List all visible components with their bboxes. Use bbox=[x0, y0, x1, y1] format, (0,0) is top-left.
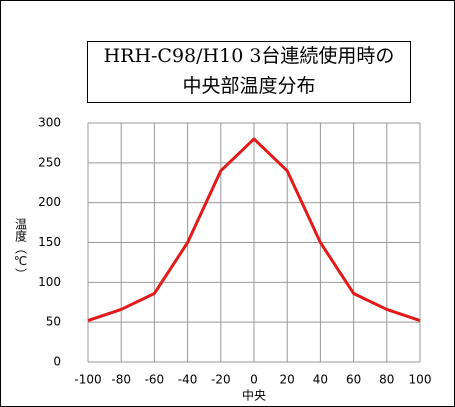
x-tick-label: -80 bbox=[111, 373, 131, 387]
x-tick-label: -20 bbox=[211, 373, 231, 387]
x-tick-label: 40 bbox=[313, 373, 328, 387]
x-tick-label: 20 bbox=[280, 373, 295, 387]
x-tick-label: -60 bbox=[145, 373, 165, 387]
x-axis-label: 中央 bbox=[242, 388, 266, 403]
chart-title: 中央部温度分布 bbox=[182, 75, 315, 97]
title-box bbox=[87, 41, 411, 103]
data-line bbox=[87, 137, 421, 322]
x-tick-label: -40 bbox=[178, 373, 198, 387]
x-tick-label: 100 bbox=[409, 373, 432, 387]
y-tick-label: 100 bbox=[38, 275, 61, 289]
y-tick-label: 200 bbox=[38, 195, 61, 209]
y-tick-label: 50 bbox=[46, 315, 61, 329]
chart-title: HRH-C98/H10 3台連続使用時の bbox=[104, 45, 395, 67]
x-tick-label: 0 bbox=[250, 373, 258, 387]
y-tick-label: 0 bbox=[53, 355, 61, 369]
x-tick-label: 60 bbox=[346, 373, 361, 387]
x-tick-label: -100 bbox=[74, 373, 101, 387]
y-axis-label: 温度（℃） bbox=[14, 218, 28, 280]
y-tick-label: 300 bbox=[38, 116, 61, 130]
y-tick-label: 250 bbox=[38, 155, 61, 169]
x-tick-label: 80 bbox=[379, 373, 394, 387]
y-tick-label: 150 bbox=[38, 235, 61, 249]
